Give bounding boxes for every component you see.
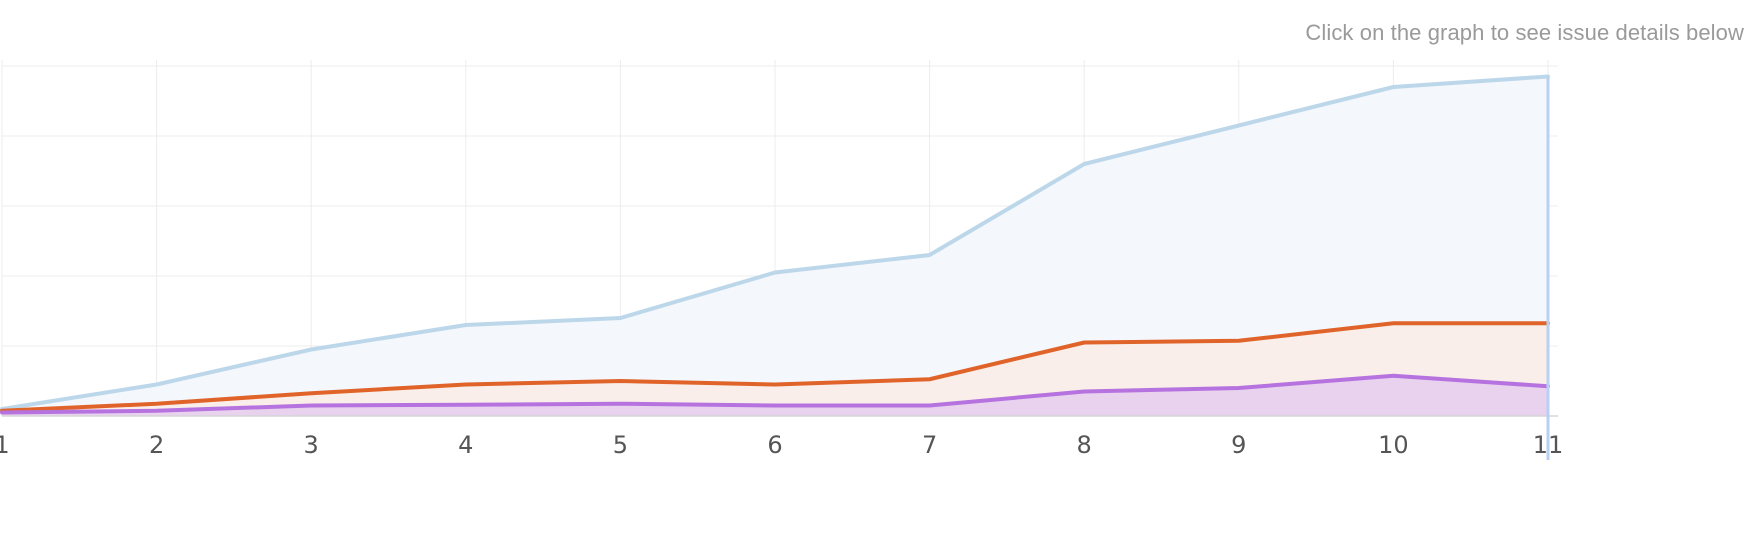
x-tick-label-7: 7 bbox=[922, 431, 937, 459]
x-axis: 1 2 3 4 5 6 7 8 9 10 11 bbox=[0, 415, 1563, 459]
x-tick-label-1: 1 bbox=[0, 431, 10, 459]
x-tick-label-2: 2 bbox=[149, 431, 164, 459]
x-tick-label-6: 6 bbox=[767, 431, 782, 459]
series-line-3 bbox=[0, 373, 1550, 415]
series-lines bbox=[0, 74, 1550, 415]
series-line-1 bbox=[0, 74, 1550, 411]
x-tick-label-5: 5 bbox=[613, 431, 628, 459]
x-tick-label-10: 10 bbox=[1378, 431, 1409, 459]
x-tick-label-9: 9 bbox=[1231, 431, 1246, 459]
x-tick-label-8: 8 bbox=[1077, 431, 1092, 459]
series-area-1 bbox=[2, 76, 1548, 416]
chart-hint-text: Click on the graph to see issue details … bbox=[1305, 20, 1744, 45]
x-tick-label-4: 4 bbox=[458, 431, 473, 459]
x-tick-label-3: 3 bbox=[304, 431, 319, 459]
series-line-2 bbox=[0, 321, 1550, 413]
